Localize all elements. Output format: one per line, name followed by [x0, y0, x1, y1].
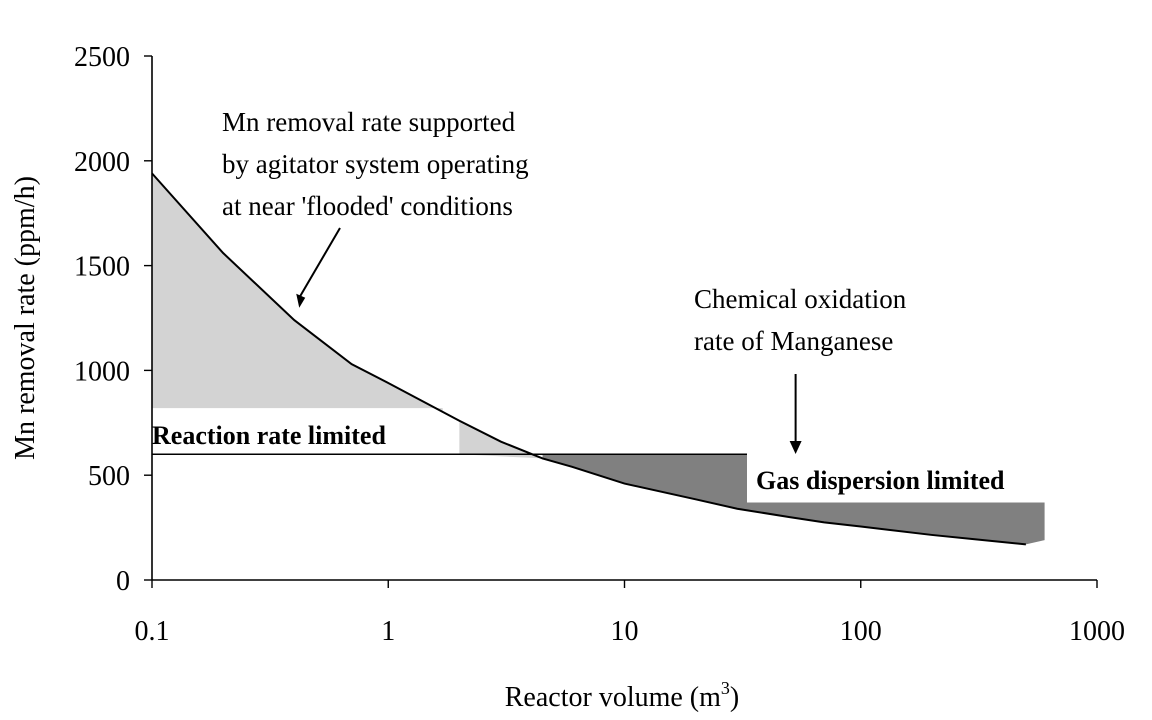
annotation-oxidation-line: Chemical oxidation: [694, 284, 907, 314]
shaded-regions: [152, 173, 1045, 545]
region-gas-dispersion-limited: [542, 454, 747, 511]
x-tick-label: 0.1: [135, 616, 170, 647]
y-tick-label: 2000: [74, 147, 130, 178]
region-label-reaction-rate-limited: Reaction rate limited: [152, 421, 386, 450]
labels: Reactor volume (m3) Mn removal rate (ppm…: [10, 176, 739, 713]
curve-layer: [151, 172, 1026, 546]
series-curve: [151, 172, 1026, 546]
annotation-oxidation-line: rate of Manganese: [694, 326, 893, 356]
annotation-oxidation-arrowhead: [789, 441, 802, 454]
y-tick-label: 500: [88, 461, 130, 492]
y-tick-label: 0: [116, 566, 130, 597]
x-axis-title: Reactor volume (m3): [505, 678, 739, 713]
y-axis-title: Mn removal rate (ppm/h): [10, 176, 41, 460]
y-tick-label: 2500: [74, 42, 130, 73]
region-labels: Reaction rate limited Gas dispersion limi…: [152, 421, 1005, 495]
x-tick-label: 10: [611, 616, 639, 647]
annotation-agitator-line: at near 'flooded' conditions: [222, 191, 513, 221]
y-tick-label: 1500: [74, 252, 130, 283]
annotation-agitator-arrowhead: [296, 293, 306, 308]
annotation-agitator-arrow-shaft: [298, 227, 341, 299]
region-gas-dispersion-band: [746, 502, 1045, 545]
x-tick-label: 1: [381, 616, 395, 647]
region-label-gas-dispersion-limited: Gas dispersion limited: [756, 466, 1005, 495]
region-reaction-rate-limited: [152, 173, 443, 412]
region-reaction-rate-wedge: [459, 420, 543, 459]
y-tick-label: 1000: [74, 356, 130, 387]
x-tick-label: 1000: [1069, 616, 1125, 647]
annotation-agitator-line: Mn removal rate supported: [222, 107, 516, 137]
annotation-agitator-line: by agitator system operating: [222, 149, 529, 179]
ticks: 0.1 1 10 100 1000 0 500 1000 1500 2000 2500: [74, 42, 1125, 647]
x-tick-label: 100: [840, 616, 882, 647]
annotations: Mn removal rate supported by agitator sys…: [222, 107, 907, 454]
